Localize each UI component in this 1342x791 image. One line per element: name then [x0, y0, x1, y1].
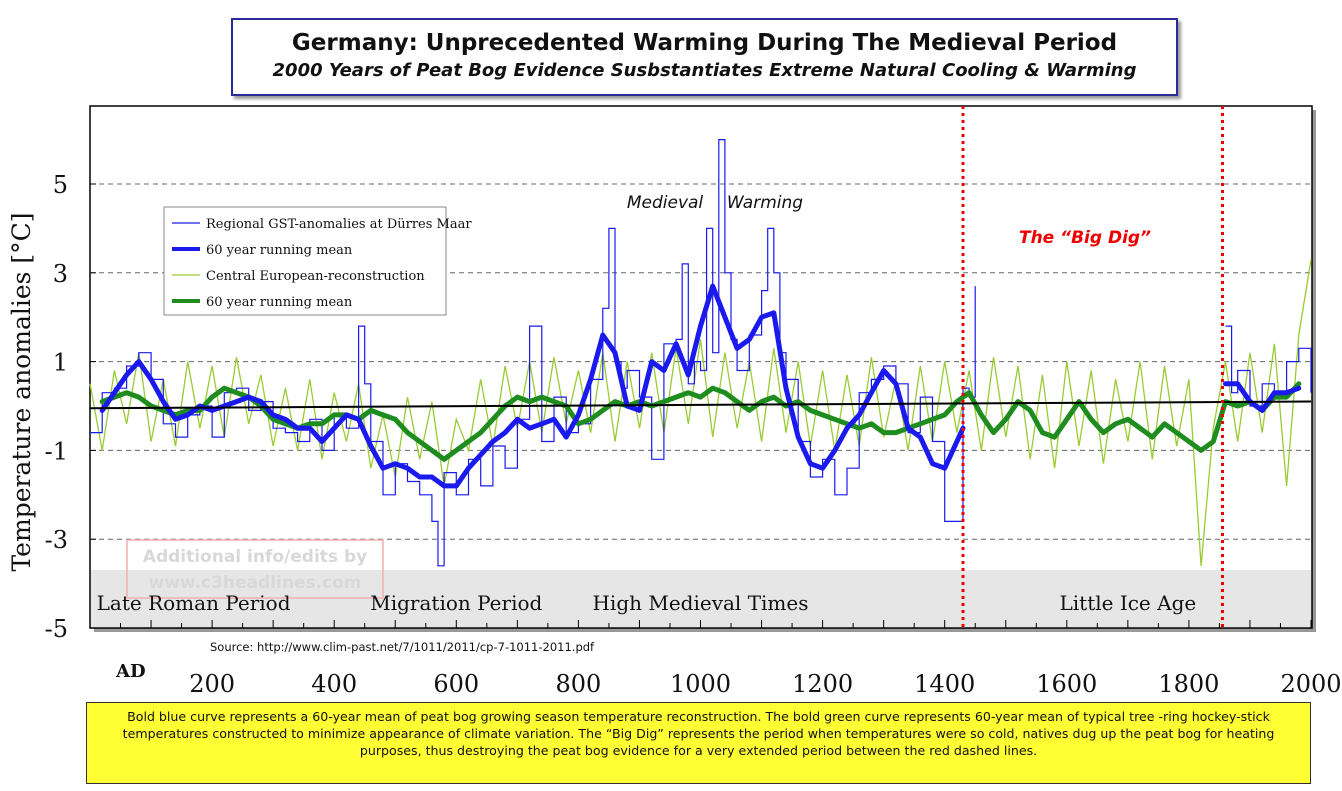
- watermark-line-1: Additional info/edits by: [143, 547, 367, 567]
- x-tick-label: 800: [555, 670, 601, 698]
- legend-entry: Central European-reconstruction: [206, 269, 425, 284]
- period-label: Late Roman Period: [97, 591, 291, 615]
- x-tick-label: 1800: [1158, 670, 1219, 698]
- annotation-medieval: Medieval: [627, 193, 704, 213]
- title-box: Germany: Unprecedented Warming During Th…: [231, 18, 1178, 96]
- annotation-big-dig: The “Big Dig”: [1019, 228, 1151, 248]
- y-axis-label: Temperature anomalies [°C]: [7, 212, 36, 571]
- legend-box: [163, 206, 447, 316]
- x-tick-label: 400: [311, 670, 357, 698]
- y-tick-label: 3: [53, 260, 68, 288]
- x-tick-label: 2000: [1280, 670, 1341, 698]
- chart-title: Germany: Unprecedented Warming During Th…: [291, 30, 1118, 56]
- series-central-european: [89, 259, 1312, 566]
- series-gst-mean: [1223, 381, 1302, 413]
- caption-box: Bold blue curve represents a 60-year mea…: [86, 702, 1311, 784]
- watermark-frame: [126, 539, 384, 599]
- x-tick-label: 1400: [914, 670, 975, 698]
- x-tick-label: 1600: [1036, 670, 1097, 698]
- chart-subtitle: 2000 Years of Peat Bog Evidence Susbstan…: [272, 60, 1137, 81]
- temperature-chart: -5 -3 -1 1 3 5 200 400 600 800 1000 1200 1400 1600 180…: [7, 105, 1342, 698]
- x-tick-label: 1200: [792, 670, 853, 698]
- legend-entry: 60 year running mean: [206, 243, 353, 258]
- x-tick-label: 200: [189, 670, 235, 698]
- x-tick-label: 1000: [670, 670, 731, 698]
- legend-entry: 60 year running mean: [206, 295, 353, 310]
- watermark-line-2: www.c3headlines.com: [149, 573, 362, 593]
- y-tick-label: 5: [53, 171, 68, 199]
- x-axis-prefix: AD: [115, 661, 146, 682]
- y-tick-label: -3: [45, 526, 68, 554]
- y-tick-label: -5: [45, 615, 68, 643]
- period-label: High Medieval Times: [592, 591, 808, 615]
- annotation-warming: Warming: [727, 193, 803, 213]
- series-gst-mean: [99, 283, 966, 489]
- zero-line: [89, 400, 1312, 410]
- period-label: Migration Period: [370, 591, 542, 615]
- y-tick-label: 1: [53, 349, 68, 377]
- y-tick-label: -1: [45, 437, 68, 465]
- legend-entry: Regional GST-anomalies at Dürres Maar: [206, 217, 472, 232]
- series-gst-anomalies: [1225, 325, 1312, 407]
- period-label: Little Ice Age: [1059, 591, 1196, 615]
- x-tick-label: 600: [433, 670, 479, 698]
- source-text: Source: http://www.clim-past.net/7/1011/…: [210, 640, 595, 654]
